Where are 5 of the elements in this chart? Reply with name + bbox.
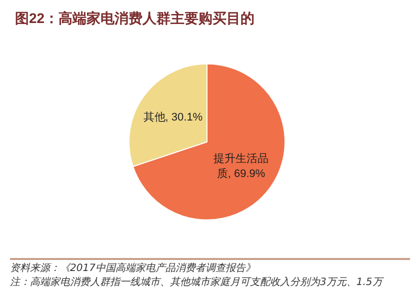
slice-label: 提升生活品质, 69.9% bbox=[214, 152, 269, 180]
text: 注：高端家电消费人群指一线城市、其他城市家庭月可支配收入分别为3万元、1.5万 bbox=[10, 276, 385, 290]
text: 资料来源：《2017中国高端家电产品消费者调查报告》 bbox=[10, 262, 256, 276]
chart-title: 图22：高端家电消费人群主要购买目的 bbox=[15, 10, 255, 26]
slice-label: 其他, 30.1% bbox=[143, 110, 203, 124]
